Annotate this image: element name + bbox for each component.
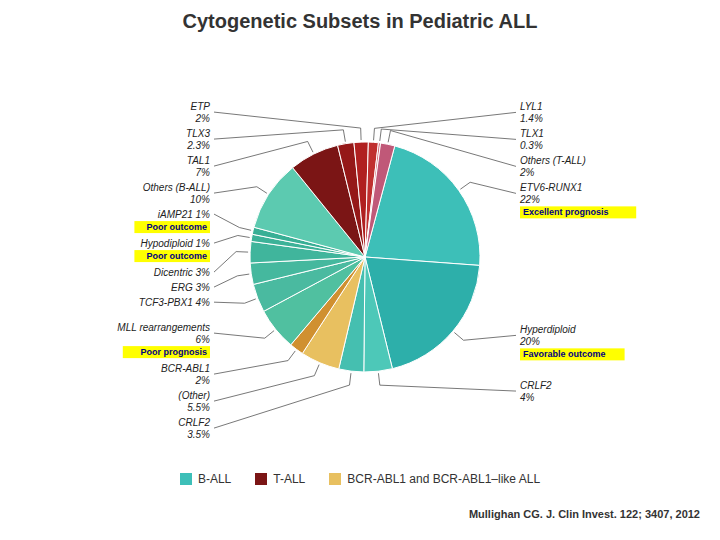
svg-text:Poor outcome: Poor outcome	[146, 251, 207, 261]
svg-text:4%: 4%	[520, 392, 535, 403]
svg-text:2%: 2%	[195, 375, 211, 386]
svg-text:Poor prognosis: Poor prognosis	[140, 347, 207, 357]
svg-text:TLX3: TLX3	[186, 128, 210, 139]
svg-text:iAMP21 1%: iAMP21 1%	[158, 209, 210, 220]
svg-text:ETV6-RUNX1: ETV6-RUNX1	[520, 182, 582, 193]
svg-text:2%: 2%	[519, 167, 535, 178]
html-text:Mullighan CG. J. Clin Invest.: Mullighan CG. J. Clin Invest. 122; 3407,…	[468, 508, 700, 520]
svg-text:Hypodiploid 1%: Hypodiploid 1%	[141, 238, 211, 249]
svg-text:CRLF2: CRLF2	[178, 417, 210, 428]
svg-text:7%: 7%	[196, 167, 211, 178]
svg-text:MLL rearrangements: MLL rearrangements	[117, 322, 210, 333]
svg-text:20%: 20%	[519, 336, 540, 347]
html-text:B-ALL: B-ALL	[197, 472, 232, 486]
svg-text:CRLF2: CRLF2	[520, 380, 552, 391]
svg-text:TCF3-PBX1 4%: TCF3-PBX1 4%	[139, 297, 210, 308]
svg-text:BCR-ABL1: BCR-ABL1	[161, 363, 210, 374]
html-text:T-ALL: T-ALL	[273, 472, 306, 486]
svg-text:Hyperdiploid: Hyperdiploid	[520, 324, 576, 335]
svg-text:2%: 2%	[195, 113, 211, 124]
svg-text:Others (B-ALL): Others (B-ALL)	[143, 182, 210, 193]
svg-text:TAL1: TAL1	[187, 155, 210, 166]
svg-text:10%: 10%	[190, 194, 210, 205]
svg-text:ERG 3%: ERG 3%	[171, 282, 210, 293]
svg-text:0.3%: 0.3%	[520, 140, 543, 151]
svg-text:Favorable outcome: Favorable outcome	[523, 349, 606, 359]
svg-text:Poor outcome: Poor outcome	[146, 222, 207, 232]
svg-text:(Other): (Other)	[178, 390, 210, 401]
svg-text:3.5%: 3.5%	[187, 429, 210, 440]
svg-text:Excellent prognosis: Excellent prognosis	[523, 207, 609, 217]
svg-text:TLX1: TLX1	[520, 128, 544, 139]
svg-text:6%: 6%	[196, 334, 211, 345]
html-text:Cytogenetic Subsets in Pediatr: Cytogenetic Subsets in Pediatric ALL	[182, 10, 538, 32]
svg-text:1.4%: 1.4%	[520, 113, 543, 124]
svg-text:LYL1: LYL1	[520, 101, 542, 112]
svg-text:22%: 22%	[519, 194, 540, 205]
svg-text:Dicentric 3%: Dicentric 3%	[154, 267, 210, 278]
svg-text:2.3%: 2.3%	[186, 140, 210, 151]
svg-text:5.5%: 5.5%	[187, 402, 210, 413]
svg-text:ETP: ETP	[191, 101, 211, 112]
html-text:BCR-ABL1 and BCR-ABL1–like ALL: BCR-ABL1 and BCR-ABL1–like ALL	[347, 472, 541, 486]
svg-text:Others (T-ALL): Others (T-ALL)	[520, 155, 586, 166]
